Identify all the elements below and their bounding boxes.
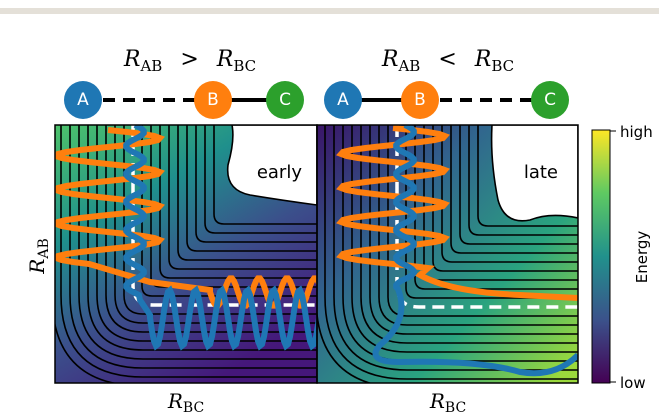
high-region bbox=[226, 125, 317, 206]
contour-line bbox=[195, 125, 317, 243]
y-axis-label: RAB bbox=[25, 238, 52, 274]
contour-line bbox=[78, 125, 317, 360]
atom-label: A bbox=[337, 90, 349, 110]
contour-line bbox=[351, 125, 578, 353]
right-panel bbox=[317, 125, 578, 383]
contour-line bbox=[324, 125, 578, 380]
contour-line bbox=[168, 125, 317, 270]
contour-line bbox=[186, 125, 317, 252]
panel-label: late bbox=[524, 162, 558, 183]
atom-label: C bbox=[279, 90, 291, 110]
contour-line bbox=[477, 125, 578, 227]
contour-line bbox=[360, 125, 578, 344]
contour-line bbox=[378, 125, 578, 326]
colorbar bbox=[591, 129, 611, 384]
contour-line bbox=[450, 125, 578, 254]
atom bbox=[531, 81, 569, 119]
panel-label: early bbox=[257, 162, 303, 183]
contour-line bbox=[87, 125, 317, 351]
contour-line bbox=[468, 125, 578, 236]
atom bbox=[64, 81, 102, 119]
atom bbox=[401, 81, 439, 119]
x-axis-label: RBC bbox=[429, 389, 466, 412]
contour-line bbox=[114, 125, 317, 324]
contour-line bbox=[60, 125, 317, 378]
atom-label: A bbox=[77, 90, 89, 110]
panel-title: RAB < RBC bbox=[381, 47, 514, 75]
contour-line bbox=[96, 125, 317, 342]
atom bbox=[194, 81, 232, 119]
atom bbox=[324, 81, 362, 119]
contour-line bbox=[441, 125, 578, 263]
high-region bbox=[490, 125, 578, 222]
atom-label: B bbox=[414, 90, 426, 110]
colorbar-low: low bbox=[620, 374, 646, 392]
trajectory-orange bbox=[336, 125, 578, 301]
contour-line bbox=[459, 125, 578, 245]
contour-line bbox=[69, 125, 317, 369]
contour-line bbox=[432, 125, 578, 272]
left-panel bbox=[55, 125, 317, 383]
contour-line bbox=[333, 125, 578, 371]
contour-line bbox=[123, 125, 317, 315]
atom-label: B bbox=[207, 90, 219, 110]
contour-line bbox=[369, 125, 578, 335]
panel-title: RAB > RBC bbox=[123, 47, 256, 75]
contour-line bbox=[105, 125, 317, 333]
contour-line bbox=[405, 125, 578, 299]
contour-line bbox=[159, 125, 317, 279]
contour-line bbox=[177, 125, 317, 261]
top-rule bbox=[0, 8, 659, 14]
trajectory-blue bbox=[123, 125, 317, 351]
trajectory-blue bbox=[372, 125, 578, 377]
contour-line bbox=[387, 125, 578, 317]
atom bbox=[266, 81, 304, 119]
atom-label: C bbox=[544, 90, 556, 110]
contour-line bbox=[317, 302, 373, 383]
contour-line bbox=[414, 125, 578, 290]
panel-frame bbox=[316, 124, 579, 384]
colorbar-high: high bbox=[620, 123, 653, 141]
contour-line bbox=[213, 125, 317, 225]
colorbar-title: Energy bbox=[633, 231, 651, 284]
contour-line bbox=[55, 320, 118, 383]
contour-line bbox=[204, 125, 317, 234]
x-axis-label: RBC bbox=[167, 389, 204, 412]
contour-line bbox=[141, 125, 317, 297]
